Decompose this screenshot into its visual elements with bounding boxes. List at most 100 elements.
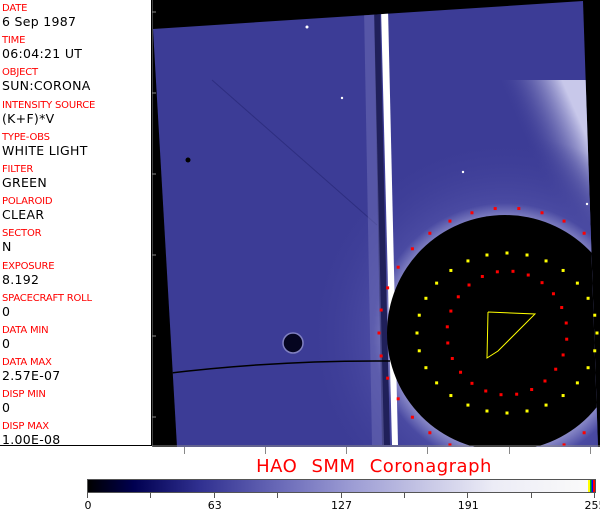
yellow-marker <box>415 331 419 335</box>
field-value: 6 Sep 1987 <box>2 14 77 29</box>
red-marker <box>517 207 521 211</box>
red-marker <box>582 231 586 235</box>
yellow-marker <box>561 268 565 272</box>
header-field: INTENSITY SOURCE (K+F)*V <box>0 97 151 129</box>
red-marker <box>561 353 565 357</box>
header-info-panel: DATE 6 Sep 1987 TIME 06:04:21 UT OBJECT SUN:C… <box>0 0 152 447</box>
field-value: CLEAR <box>2 207 45 223</box>
header-field: FILTER GREEN <box>0 161 151 193</box>
red-marker <box>386 376 390 380</box>
header-field: TIME 06:04:21 UT <box>0 32 151 64</box>
red-marker <box>428 431 432 435</box>
yellow-marker <box>449 394 453 398</box>
red-marker <box>450 356 454 360</box>
yellow-marker <box>417 349 421 353</box>
coronagraph-image <box>152 0 600 447</box>
pylon-shadow <box>374 8 390 445</box>
red-marker <box>560 306 564 310</box>
red-marker <box>379 308 383 312</box>
field-label: TIME <box>2 35 26 47</box>
red-marker <box>445 325 449 329</box>
colorbar-tick-label: 255 <box>584 499 600 512</box>
field-label: SECTOR <box>2 228 42 240</box>
field-value: WHITE LIGHT <box>2 142 88 158</box>
header-field: SPACECRAFT ROLL 0 <box>0 290 151 322</box>
field-label: DATA MIN <box>2 324 49 336</box>
field-value: 0 <box>2 303 11 319</box>
yellow-marker <box>449 268 453 272</box>
yellow-marker <box>417 313 421 317</box>
scan-line <box>153 360 391 376</box>
red-marker <box>379 354 383 358</box>
red-marker <box>562 443 566 447</box>
header-field: DISP MAX 1.00E-08 <box>0 418 151 450</box>
field-value: (K+F)*V <box>2 110 55 126</box>
yellow-marker <box>595 331 599 335</box>
header-field: POLAROID CLEAR <box>0 193 151 225</box>
red-marker <box>456 295 460 299</box>
red-marker <box>467 283 471 287</box>
instrument-title: HAO SMM Coronagraph <box>256 456 492 477</box>
yellow-marker <box>525 253 529 257</box>
field-value: 8.192 <box>2 271 40 287</box>
yellow-marker <box>561 394 565 398</box>
red-marker <box>540 281 544 285</box>
colorbar-tick-label: 63 <box>207 499 222 512</box>
yellow-marker <box>593 349 597 353</box>
yellow-marker <box>435 381 439 385</box>
yellow-marker <box>505 411 509 415</box>
colorbar-tick <box>87 493 88 498</box>
yellow-marker <box>586 366 590 370</box>
colorbar-tick-label: 127 <box>331 499 352 512</box>
field-label: EXPOSURE <box>2 260 55 272</box>
red-marker <box>493 207 497 211</box>
colorbar <box>87 479 596 493</box>
yellow-marker <box>544 403 548 407</box>
header-field: OBJECT SUN:CORONA <box>0 64 151 96</box>
red-marker <box>448 443 452 447</box>
colorbar-tick-label: 191 <box>457 499 479 512</box>
yellow-marker <box>575 281 579 285</box>
colorbar-tick <box>530 493 532 498</box>
field-value: 2.57E-07 <box>2 368 61 384</box>
red-marker <box>410 247 414 251</box>
red-marker <box>526 273 530 277</box>
yellow-marker <box>586 296 590 300</box>
red-marker <box>377 331 381 335</box>
header-field: DISP MIN 0 <box>0 386 151 418</box>
header-field: DATE 6 Sep 1987 <box>0 0 151 32</box>
yellow-marker <box>593 313 597 317</box>
red-marker <box>396 397 400 401</box>
yellow-marker <box>424 296 428 300</box>
red-marker <box>449 309 453 313</box>
colorbar-tick <box>277 493 279 498</box>
field-label: POLAROID <box>2 196 53 208</box>
yellow-marker <box>424 366 428 370</box>
field-label: SPACECRAFT ROLL <box>2 292 92 304</box>
red-marker <box>470 211 474 215</box>
field-label: FILTER <box>2 163 34 175</box>
red-marker <box>448 219 452 223</box>
yellow-marker <box>466 259 470 263</box>
colorbar-tick <box>403 493 405 498</box>
yellow-marker <box>466 403 470 407</box>
field-label: DISP MAX <box>2 421 49 433</box>
red-marker <box>410 415 414 419</box>
red-marker <box>551 292 555 296</box>
yellow-marker <box>544 259 548 263</box>
header-field: DATA MAX 2.57E-07 <box>0 354 151 386</box>
header-field: EXPOSURE 8.192 <box>0 258 151 290</box>
sector-outline <box>486 311 537 359</box>
field-value: 0 <box>2 400 11 416</box>
header-field: TYPE-OBS WHITE LIGHT <box>0 129 151 161</box>
diagonal-streak <box>211 79 378 226</box>
colorbar-tick <box>467 493 469 498</box>
bottom-axis-ticks <box>152 447 600 455</box>
red-marker <box>459 370 463 374</box>
red-marker <box>428 231 432 235</box>
red-marker <box>511 269 515 273</box>
field-value: 06:04:21 UT <box>2 46 83 62</box>
axis-ticks <box>152 0 600 447</box>
field-value: 0 <box>2 335 11 351</box>
colorbar-tick-label: 0 <box>84 499 92 512</box>
